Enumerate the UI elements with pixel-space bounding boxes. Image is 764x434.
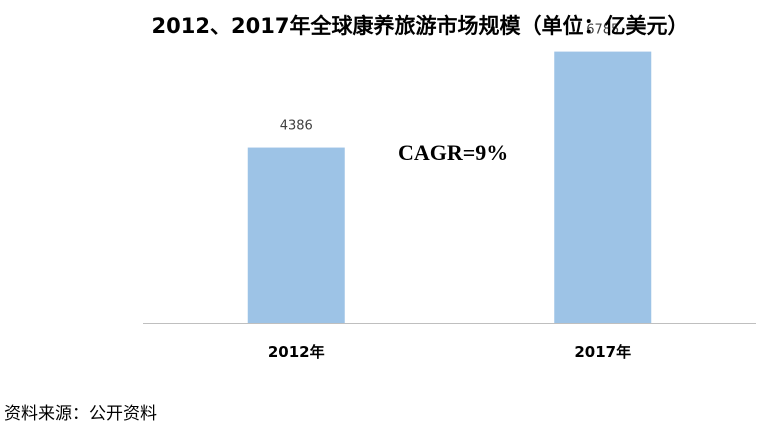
bar-2017年 — [554, 51, 652, 323]
data-labels-group: 4386 6785 — [280, 23, 620, 134]
bars-group — [247, 51, 652, 323]
cagr-annotation: CAGR=9% — [398, 140, 509, 165]
x-tick-label-2012年: 2012年 — [268, 343, 325, 361]
x-tick-label-2017年: 2017年 — [574, 343, 631, 361]
bar-2012年 — [247, 147, 345, 323]
data-label-2012年: 4386 — [280, 119, 313, 134]
data-label-2017年: 6785 — [586, 23, 619, 38]
x-tick-labels-group: 2012年 2017年 — [268, 343, 631, 361]
chart-title: 2012、2017年全球康养旅游市场规模（单位：亿美元） — [151, 14, 689, 38]
source-note: 资料来源：公开资料 — [4, 404, 157, 424]
